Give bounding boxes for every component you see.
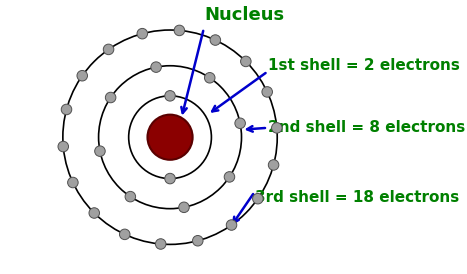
Circle shape bbox=[174, 25, 184, 36]
Circle shape bbox=[95, 146, 105, 156]
Circle shape bbox=[272, 122, 282, 133]
Circle shape bbox=[253, 193, 263, 204]
Circle shape bbox=[68, 177, 78, 188]
Circle shape bbox=[61, 104, 72, 115]
Circle shape bbox=[125, 191, 135, 202]
Text: Nucleus: Nucleus bbox=[204, 6, 284, 24]
Circle shape bbox=[120, 229, 130, 240]
Circle shape bbox=[165, 91, 175, 101]
Text: 3rd shell = 18 electrons: 3rd shell = 18 electrons bbox=[255, 190, 459, 205]
Circle shape bbox=[262, 87, 272, 97]
Circle shape bbox=[106, 92, 116, 103]
Circle shape bbox=[137, 28, 148, 39]
Circle shape bbox=[148, 115, 192, 160]
Circle shape bbox=[165, 173, 175, 184]
Text: 2nd shell = 8 electrons: 2nd shell = 8 electrons bbox=[268, 120, 465, 135]
Text: 1st shell = 2 electrons: 1st shell = 2 electrons bbox=[268, 58, 460, 73]
Circle shape bbox=[103, 44, 114, 55]
Circle shape bbox=[241, 56, 251, 67]
Circle shape bbox=[77, 70, 87, 81]
Circle shape bbox=[269, 160, 279, 170]
Circle shape bbox=[210, 35, 220, 45]
Circle shape bbox=[226, 220, 237, 230]
Circle shape bbox=[89, 208, 99, 218]
Circle shape bbox=[151, 62, 162, 72]
Circle shape bbox=[224, 172, 235, 182]
Circle shape bbox=[235, 118, 245, 129]
Circle shape bbox=[192, 235, 203, 246]
Circle shape bbox=[58, 141, 69, 152]
Circle shape bbox=[205, 73, 215, 83]
Circle shape bbox=[179, 202, 189, 213]
Circle shape bbox=[156, 239, 166, 249]
